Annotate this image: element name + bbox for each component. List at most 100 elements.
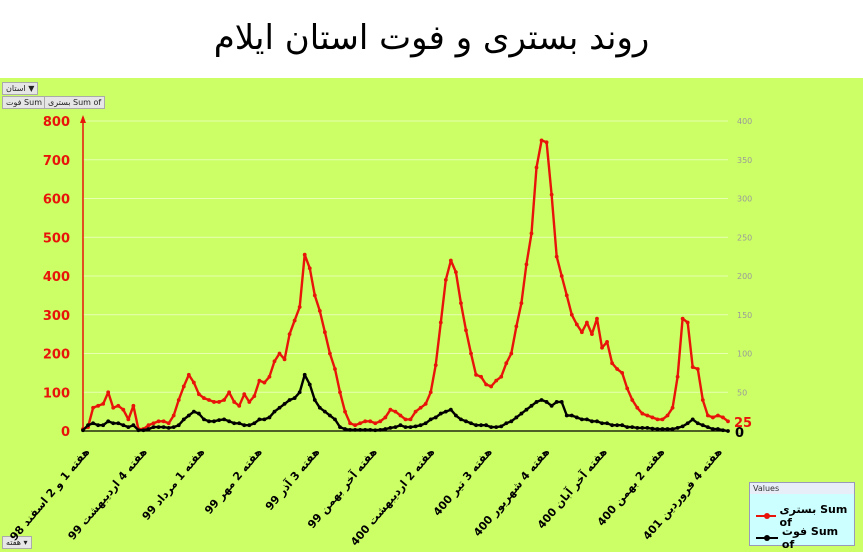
data-point <box>292 396 297 400</box>
data-point <box>262 380 267 385</box>
data-point <box>569 413 574 418</box>
data-point <box>564 413 569 418</box>
data-point <box>585 417 589 422</box>
data-point <box>333 417 337 422</box>
data-point <box>600 421 604 426</box>
data-point <box>242 423 247 428</box>
week-filter-button[interactable]: هفته ▾ <box>2 536 32 549</box>
data-point <box>433 415 438 420</box>
province-filter-button[interactable]: استان ▼ <box>2 82 39 95</box>
data-point <box>721 428 725 433</box>
data-point <box>544 140 549 145</box>
data-point <box>615 423 620 428</box>
data-point <box>534 165 539 170</box>
data-point <box>710 415 715 420</box>
data-point <box>106 419 111 424</box>
data-point <box>670 427 675 431</box>
data-point <box>146 427 151 431</box>
data-point <box>433 363 438 368</box>
data-point <box>181 384 186 389</box>
data-point <box>590 332 594 337</box>
data-point <box>317 405 322 410</box>
data-point <box>146 423 151 428</box>
data-point <box>710 427 715 431</box>
legend-item-death[interactable]: فوت Sum of <box>756 525 854 551</box>
data-point <box>630 425 635 430</box>
data-point <box>156 419 161 424</box>
data-point <box>317 308 322 313</box>
data-point <box>716 427 720 431</box>
data-point <box>202 396 206 400</box>
data-point <box>141 428 146 433</box>
data-point <box>151 425 156 430</box>
data-point <box>721 415 725 420</box>
data-point <box>96 423 101 428</box>
data-point <box>161 425 166 430</box>
data-point <box>247 400 252 404</box>
data-point <box>448 258 453 263</box>
sum-hosp-button[interactable]: بستری Sum of <box>44 96 106 109</box>
data-point <box>257 417 262 422</box>
data-point <box>272 359 277 364</box>
left-tick-label: 300 <box>43 309 70 324</box>
series-group <box>81 138 730 433</box>
data-point <box>665 413 670 418</box>
data-point <box>620 370 625 375</box>
week-filter-label: هفته <box>6 538 21 547</box>
data-point <box>383 415 388 420</box>
legend-swatch-hosp <box>756 513 776 519</box>
right-tick-label: 200 <box>737 272 752 281</box>
end-label-hosp: 25 <box>734 416 752 431</box>
data-point <box>675 426 680 430</box>
data-point <box>222 398 226 402</box>
data-point <box>645 413 650 418</box>
data-point <box>136 428 141 433</box>
province-filter-label: استان <box>6 84 26 93</box>
data-point <box>524 407 529 412</box>
data-point <box>428 390 433 395</box>
right-tick-label: 300 <box>737 195 752 204</box>
data-point <box>328 413 332 418</box>
data-point <box>690 417 695 422</box>
data-point <box>388 407 393 412</box>
data-point <box>403 425 408 430</box>
data-point <box>191 409 196 414</box>
data-point <box>237 403 242 408</box>
data-point <box>509 351 514 356</box>
data-point <box>181 417 186 422</box>
data-point <box>595 316 599 321</box>
data-point <box>232 400 237 404</box>
data-point <box>554 254 559 259</box>
data-point <box>373 421 378 426</box>
data-point <box>474 423 478 428</box>
data-point <box>247 423 252 428</box>
legend-item-hosp[interactable]: بستری Sum of <box>756 503 854 529</box>
data-point <box>297 305 302 309</box>
data-point <box>554 400 559 404</box>
data-point <box>726 429 730 433</box>
sum-death-button[interactable]: فوت Sum of <box>2 96 57 109</box>
data-point <box>509 419 514 424</box>
data-point <box>116 421 121 426</box>
sum-death-label: فوت Sum of <box>6 98 53 107</box>
data-point <box>358 427 363 432</box>
data-point <box>464 419 468 424</box>
data-point <box>610 361 615 366</box>
data-point <box>277 351 282 356</box>
data-point <box>514 324 519 329</box>
data-point <box>383 427 388 431</box>
data-point <box>191 380 196 385</box>
data-point <box>418 405 423 410</box>
data-point <box>700 398 705 402</box>
data-point <box>121 423 126 428</box>
data-point <box>297 390 302 395</box>
data-point <box>86 423 90 428</box>
data-point <box>549 403 554 408</box>
left-tick-label: 600 <box>43 193 70 208</box>
data-point <box>161 419 166 424</box>
data-point <box>615 367 620 371</box>
data-point <box>262 417 267 422</box>
data-point <box>111 421 116 426</box>
data-point <box>660 427 665 431</box>
data-point <box>378 427 383 432</box>
